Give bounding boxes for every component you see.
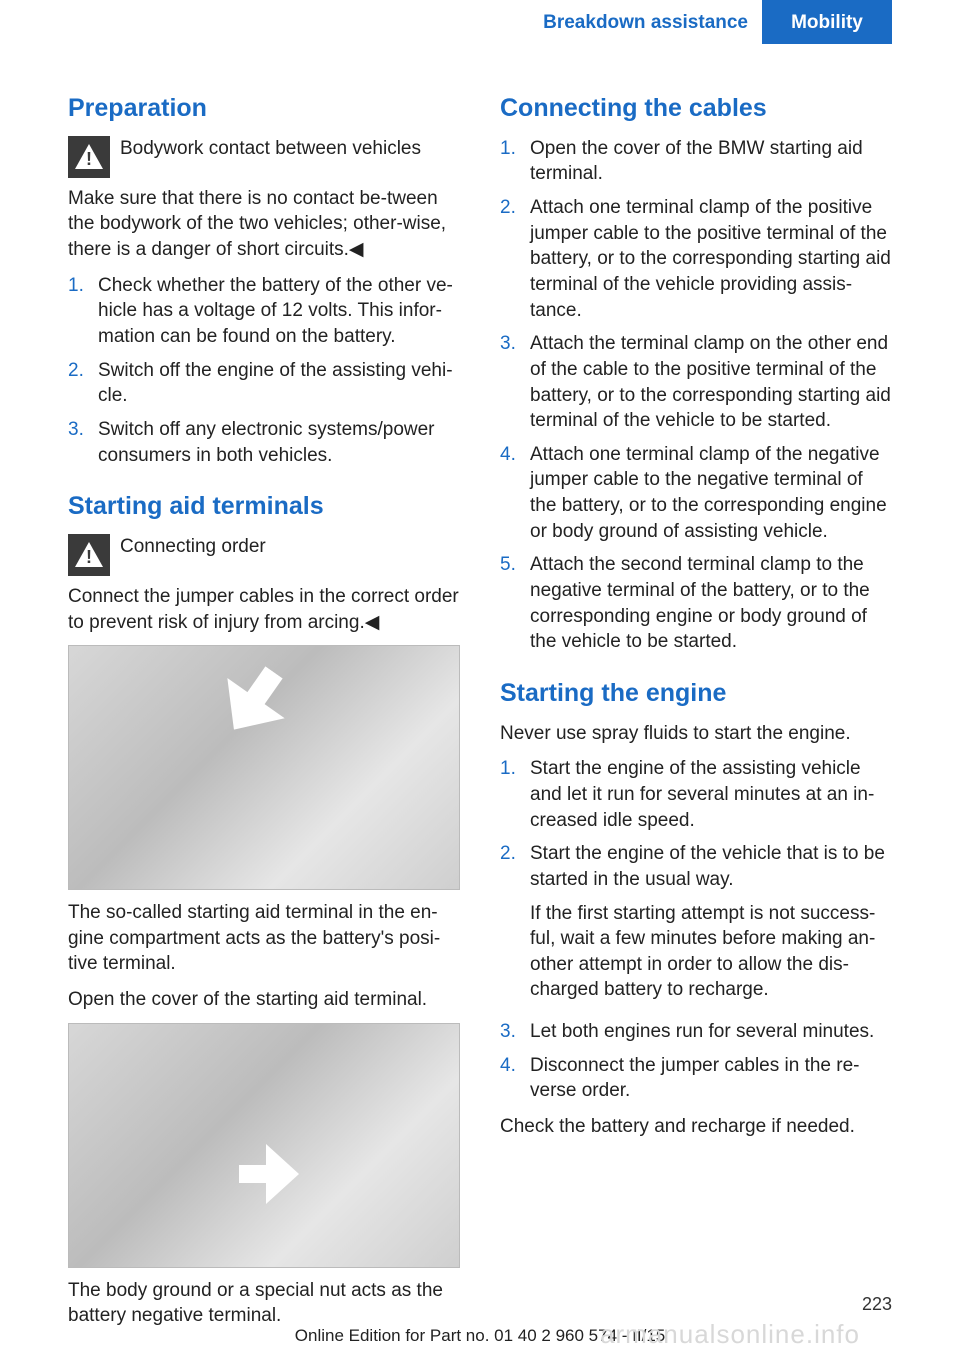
figure-body-ground (68, 1023, 460, 1268)
step-text: Attach one terminal clamp of the negativ… (530, 442, 892, 545)
list-item: 4.Disconnect the jumper cables in the re… (500, 1053, 892, 1104)
heading-cables: Connecting the cables (500, 92, 892, 126)
step-text: Switch off the engine of the assisting v… (98, 358, 460, 409)
svg-text:!: ! (86, 547, 92, 567)
left-column: Preparation ! Bodywork contact between v… (68, 92, 460, 1339)
step-number: 3. (68, 417, 98, 468)
page-header: Breakdown assistance Mobility (0, 0, 960, 44)
arrow-icon (205, 652, 302, 749)
list-item: 3.Attach the terminal clamp on the other… (500, 331, 892, 434)
warning-icon: ! (68, 534, 110, 576)
list-item: 3.Switch off any electronic systems/powe… (68, 417, 460, 468)
step-number: 3. (500, 331, 530, 434)
step-number: 1. (500, 756, 530, 833)
step-text: Attach the terminal clamp on the other e… (530, 331, 892, 434)
list-item: 3.Let both engines run for several minut… (500, 1019, 892, 1045)
warning-connecting-title: Connecting order (120, 534, 460, 560)
step-text: Let both engines run for several minutes… (530, 1019, 892, 1045)
engine-steps: 1.Start the engine of the assisting vehi… (500, 756, 892, 1104)
warning-connecting-body: Connect the jumper cables in the correct… (68, 584, 460, 635)
step-text: Disconnect the jumper cables in the re‐v… (530, 1053, 892, 1104)
step-text: Attach the second terminal clamp to the … (530, 552, 892, 655)
heading-preparation: Preparation (68, 92, 460, 126)
step-text: Start the engine of the assisting vehicl… (530, 756, 892, 833)
list-item: 2. Start the engine of the vehicle that … (500, 841, 892, 1011)
step-text-main: Start the engine of the vehicle that is … (530, 841, 892, 892)
step-text: Open the cover of the BMW starting aid t… (530, 136, 892, 187)
cables-steps: 1.Open the cover of the BMW starting aid… (500, 136, 892, 655)
svg-text:!: ! (86, 149, 92, 169)
list-item: 2.Attach one terminal clamp of the posit… (500, 195, 892, 323)
step-text: Check whether the battery of the other v… (98, 273, 460, 350)
watermark: armanualsonline.info (600, 1317, 860, 1352)
terminal-caption-3: The body ground or a special nut acts as… (68, 1278, 460, 1329)
step-number: 5. (500, 552, 530, 655)
step-number: 1. (500, 136, 530, 187)
list-item: 4.Attach one terminal clamp of the negat… (500, 442, 892, 545)
step-text: Switch off any electronic systems/power … (98, 417, 460, 468)
step-text-note: If the first starting attempt is not suc… (530, 901, 892, 1004)
list-item: 1.Check whether the battery of the other… (68, 273, 460, 350)
list-item: 2.Switch off the engine of the assisting… (68, 358, 460, 409)
figure-starting-aid-terminal (68, 645, 460, 890)
step-number: 1. (68, 273, 98, 350)
arrow-icon (239, 1144, 299, 1204)
warning-connecting-order: ! Connecting order (68, 534, 460, 576)
list-item: 5.Attach the second terminal clamp to th… (500, 552, 892, 655)
header-chapter: Breakdown assistance (543, 0, 762, 44)
heading-terminals: Starting aid terminals (68, 490, 460, 524)
list-item: 1.Open the cover of the BMW starting aid… (500, 136, 892, 187)
page-body: Preparation ! Bodywork contact between v… (0, 44, 960, 1339)
warning-icon: ! (68, 136, 110, 178)
header-section: Mobility (762, 0, 892, 44)
step-number: 2. (500, 195, 530, 323)
step-number: 4. (500, 1053, 530, 1104)
step-number: 2. (500, 841, 530, 1011)
warning-bodywork-title: Bodywork contact between vehicles (120, 136, 460, 162)
right-column: Connecting the cables 1.Open the cover o… (500, 92, 892, 1339)
step-text: Attach one terminal clamp of the positiv… (530, 195, 892, 323)
engine-outro: Check the battery and recharge if needed… (500, 1114, 892, 1140)
step-number: 3. (500, 1019, 530, 1045)
step-number: 4. (500, 442, 530, 545)
step-text: Start the engine of the vehicle that is … (530, 841, 892, 1011)
heading-engine: Starting the engine (500, 677, 892, 711)
engine-intro: Never use spray fluids to start the engi… (500, 721, 892, 747)
warning-bodywork: ! Bodywork contact between vehicles (68, 136, 460, 178)
step-number: 2. (68, 358, 98, 409)
terminal-caption-1: The so-called starting aid terminal in t… (68, 900, 460, 977)
terminal-caption-2: Open the cover of the starting aid termi… (68, 987, 460, 1013)
warning-bodywork-body: Make sure that there is no contact be‐tw… (68, 186, 460, 263)
page-number: 223 (862, 1292, 892, 1316)
list-item: 1.Start the engine of the assisting vehi… (500, 756, 892, 833)
preparation-steps: 1.Check whether the battery of the other… (68, 273, 460, 468)
